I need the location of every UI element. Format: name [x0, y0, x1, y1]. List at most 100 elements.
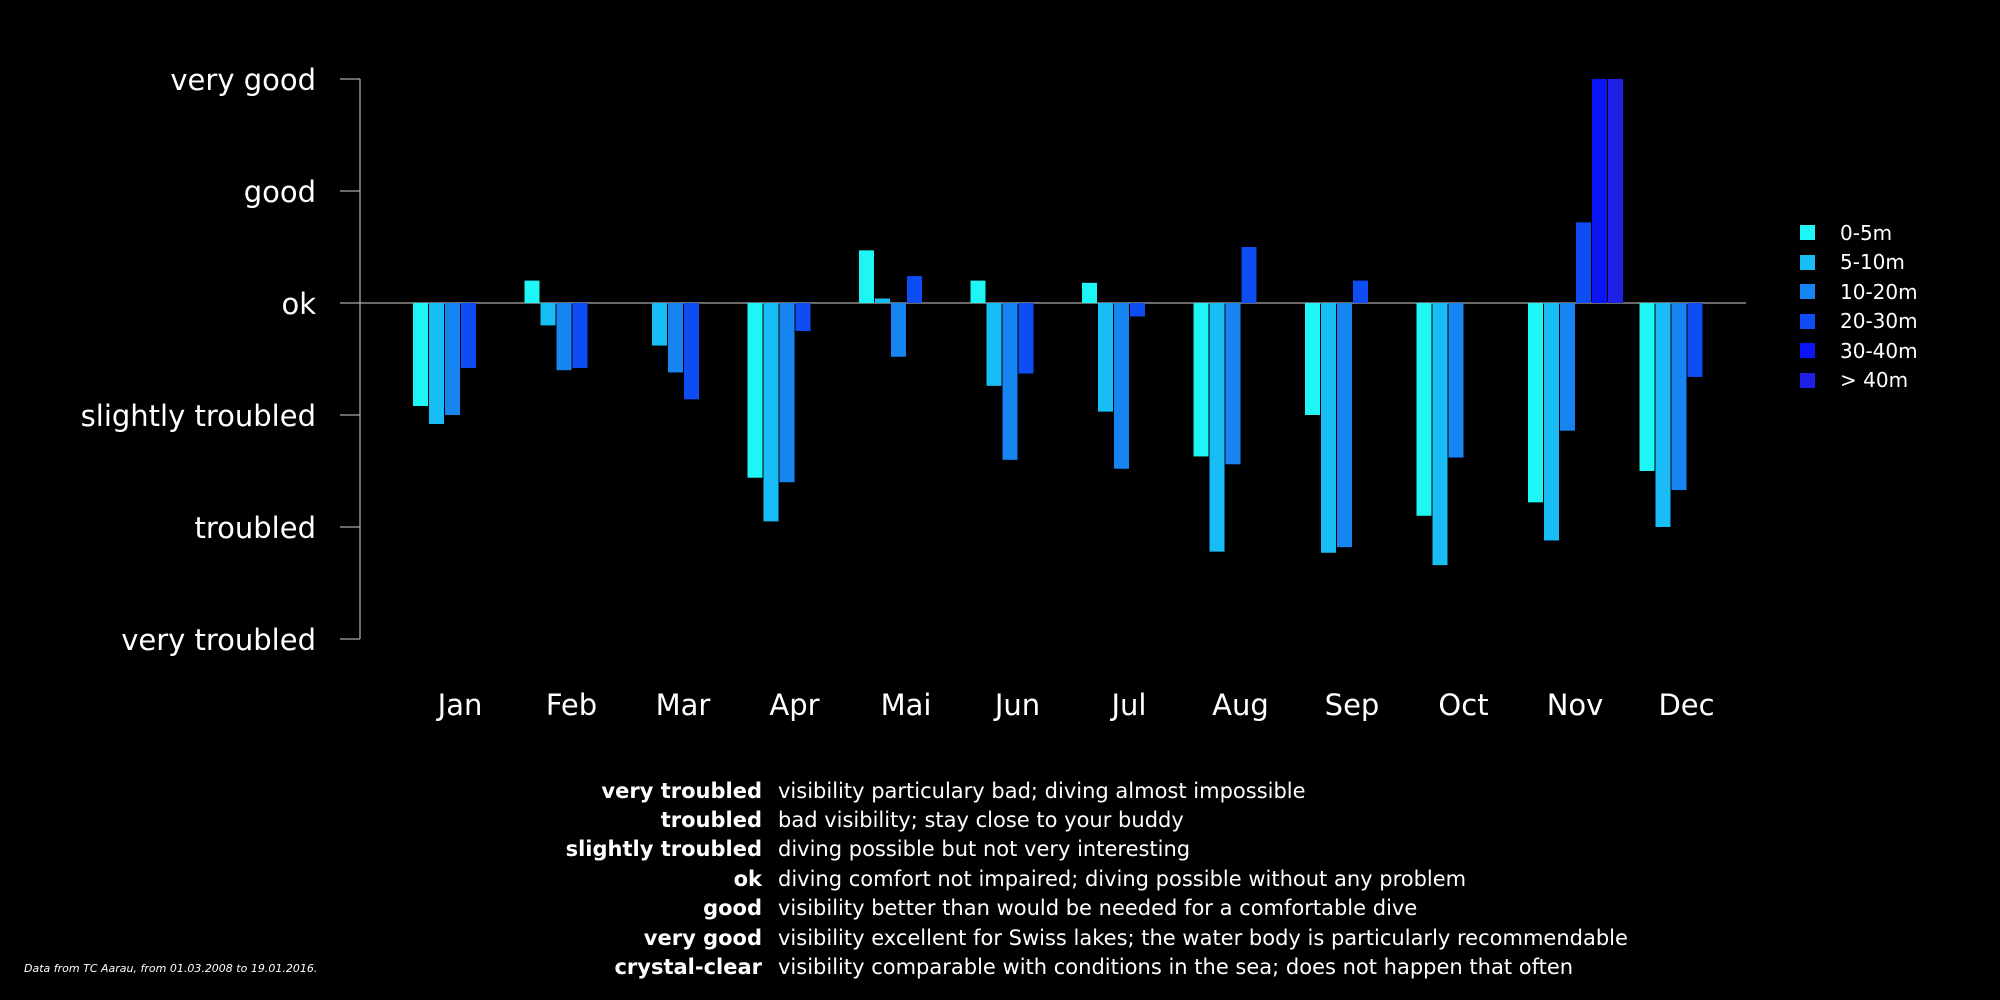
bar: [1416, 303, 1432, 516]
y-tick-label: good: [244, 175, 316, 209]
x-tick-label: Apr: [769, 688, 819, 722]
bar: [891, 303, 906, 357]
bar: [413, 303, 428, 407]
bar: [1002, 303, 1018, 460]
legend-entry: 0-5m: [1800, 218, 1918, 248]
legend-swatch: [1800, 372, 1815, 388]
x-tick-label: Nov: [1547, 688, 1604, 722]
bar: [986, 303, 1002, 386]
note-row: crystal-clear visibility comparable with …: [540, 952, 1628, 981]
note-description: visibility excellent for Swiss lakes; th…: [778, 925, 1628, 950]
x-tick-label: Mar: [656, 688, 711, 722]
bar: [875, 298, 890, 303]
bar: [795, 303, 811, 331]
y-tick-label: very good: [170, 63, 316, 97]
note-row: slightly troubled diving possible but not…: [540, 835, 1628, 864]
bar: [1687, 303, 1703, 377]
note-description: diving possible but not very interesting: [778, 837, 1191, 862]
note-description: visibility comparable with conditions in…: [778, 955, 1574, 980]
bar: [1592, 79, 1607, 303]
bar: [540, 303, 556, 326]
bar: [1098, 303, 1113, 412]
bar: [556, 303, 572, 371]
note-term: ok: [733, 866, 762, 891]
legend-label: 20-30m: [1840, 309, 1918, 334]
note-term: very troubled: [601, 778, 762, 803]
bar: [779, 303, 795, 483]
bar: [1209, 303, 1225, 552]
data-source-note: Data from TC Aarau, from 01.03.2008 to 1…: [24, 962, 318, 975]
visibility-scale-notes: very troubled visibility particulary bad;…: [540, 776, 1628, 982]
x-tick-label: Dec: [1658, 688, 1714, 722]
bar: [1305, 303, 1320, 415]
bar: [1130, 303, 1145, 317]
x-tick-label: Oct: [1438, 688, 1488, 722]
bar: [1671, 303, 1687, 491]
bar: [1225, 303, 1241, 465]
y-tick-label: slightly troubled: [81, 399, 316, 433]
bar: [1241, 247, 1257, 303]
legend-entry: 30-40m: [1800, 336, 1918, 366]
bar: [1608, 79, 1623, 303]
bar: [1528, 303, 1543, 503]
legend-swatch: [1800, 225, 1815, 241]
legend-entry: 20-30m: [1800, 307, 1918, 337]
x-tick-label: Mai: [881, 688, 932, 722]
note-description: visibility better than would be needed f…: [778, 896, 1418, 921]
bar: [907, 276, 922, 303]
note-row: very troubled visibility particulary bad;…: [540, 776, 1628, 805]
x-tick-label: Sep: [1325, 688, 1380, 722]
note-row: troubled bad visibility; stay close to yo…: [540, 805, 1628, 834]
bar: [1576, 222, 1591, 303]
x-tick-label: Jul: [1110, 688, 1147, 722]
legend-swatch: [1800, 254, 1815, 270]
legend-entry: 5-10m: [1800, 248, 1918, 278]
x-tick-label: Jan: [436, 688, 483, 722]
bar: [1337, 303, 1352, 548]
y-tick-label: troubled: [195, 511, 317, 545]
bar: [572, 303, 588, 368]
bar: [652, 303, 667, 346]
bar: [1544, 303, 1559, 541]
x-tick-label: Aug: [1212, 688, 1269, 722]
legend-entry: 10-20m: [1800, 277, 1918, 307]
bar: [1193, 303, 1209, 457]
legend-swatch: [1800, 313, 1815, 329]
bar: [461, 303, 476, 368]
bar: [684, 303, 699, 400]
bar: [1082, 282, 1097, 303]
note-description: diving comfort not impaired; diving poss…: [778, 866, 1467, 891]
legend-swatch: [1800, 343, 1815, 359]
note-term: crystal-clear: [614, 955, 762, 980]
bar: [747, 303, 763, 478]
chart-legend: 0-5m 5-10m 10-20m 20-30m 30-40m > 40m: [1800, 218, 1918, 395]
legend-swatch: [1800, 284, 1815, 300]
bar: [445, 303, 460, 415]
x-tick-label: Feb: [546, 688, 597, 722]
note-row: good visibility better than would be need…: [540, 894, 1628, 923]
bar: [1639, 303, 1655, 471]
note-row: ok diving comfort not impaired; diving po…: [540, 864, 1628, 893]
legend-entry: > 40m: [1800, 366, 1918, 396]
bar: [1018, 303, 1034, 374]
legend-label: 5-10m: [1840, 250, 1905, 275]
note-term: troubled: [660, 808, 762, 833]
bar: [859, 250, 874, 303]
note-row: very good visibility excellent for Swiss …: [540, 923, 1628, 952]
x-tick-label: Jun: [993, 688, 1040, 722]
note-description: bad visibility; stay close to your buddy: [778, 808, 1184, 833]
legend-label: 10-20m: [1840, 279, 1918, 304]
bar: [970, 280, 986, 303]
note-term: very good: [643, 925, 762, 950]
bar: [429, 303, 444, 424]
y-tick-label: very troubled: [121, 623, 316, 657]
legend-label: 30-40m: [1840, 338, 1918, 363]
bar: [763, 303, 779, 522]
note-term: good: [703, 896, 762, 921]
bar: [1432, 303, 1448, 566]
visibility-bar-chart: very troubled troubled slightly troubled ok…: [81, 63, 1746, 722]
bar: [1448, 303, 1464, 458]
y-tick-label: ok: [281, 287, 316, 321]
bar: [1353, 280, 1368, 303]
note-term: slightly troubled: [565, 837, 762, 862]
